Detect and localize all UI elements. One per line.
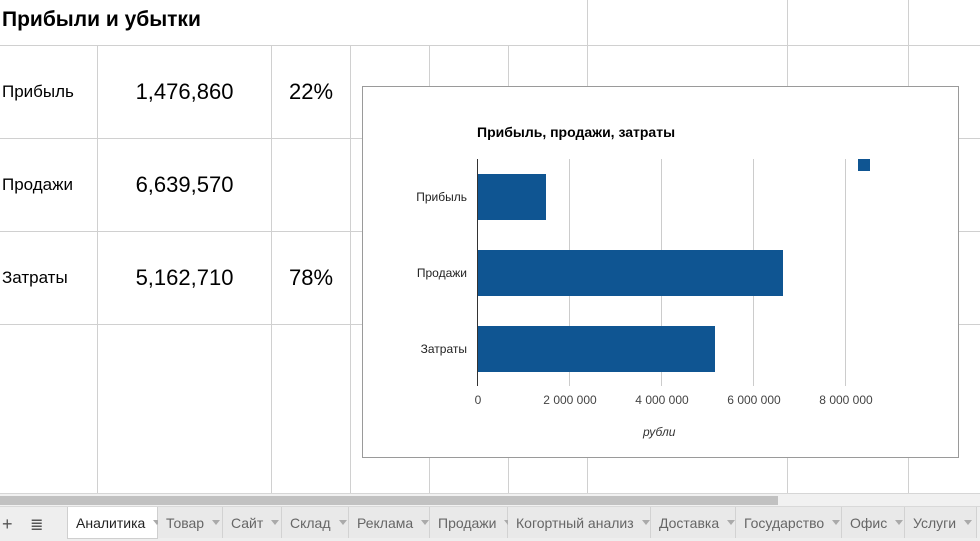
sheet-title[interactable]: Прибыли и убытки [2,8,201,31]
tab-site[interactable]: Сайт [223,507,282,538]
x-tick-label: 8 000 000 [819,393,873,407]
tab-label: Когортный анализ [516,514,634,531]
bar-profit[interactable] [478,174,546,220]
tab-label: Склад [290,514,331,531]
sheet-tab-bar: + ≣ Аналитика Товар Сайт Склад Реклама П… [0,506,980,541]
chevron-down-icon[interactable] [271,520,280,525]
x-axis-label: рубли [643,425,676,439]
tab-product[interactable]: Товар [158,507,223,538]
grid-line [97,45,98,493]
grid-line [271,45,272,493]
chevron-down-icon[interactable] [421,520,430,525]
add-sheet-button[interactable]: + [2,514,13,534]
tab-delivery[interactable]: Доставка [651,507,736,538]
row-value-costs[interactable]: 5,162,710 [135,265,234,290]
chart-title: Прибыль, продажи, затраты [477,124,676,140]
horizontal-scrollbar[interactable] [0,493,980,507]
bar-chart[interactable]: Прибыль, продажи, затраты Прибыль Продаж… [362,86,959,458]
scrollbar-thumb[interactable] [0,496,778,505]
x-tick-label: 4 000 000 [635,393,689,407]
bar-sales[interactable] [478,250,783,296]
chevron-down-icon[interactable] [964,520,973,525]
category-label: Продажи [416,266,467,280]
chevron-down-icon[interactable] [153,520,162,525]
row-percent-costs[interactable]: 78% [288,265,334,290]
chevron-down-icon[interactable] [895,520,904,525]
grid-line [0,45,980,46]
tab-cohort-analysis[interactable]: Когортный анализ [508,507,651,538]
tab-label: Государство [744,514,825,531]
tab-services[interactable]: Услуги [905,507,977,538]
all-sheets-menu-icon[interactable]: ≣ [30,517,44,534]
tab-office[interactable]: Офис [842,507,905,538]
chevron-down-icon[interactable] [727,520,736,525]
tab-label: Товар [166,514,205,531]
bar-costs[interactable] [478,326,715,372]
chart-axis [477,159,478,386]
grid-line [350,45,351,493]
x-tick-label: 6 000 000 [727,393,781,407]
tab-warehouse[interactable]: Склад [282,507,349,538]
x-tick-label: 2 000 000 [543,393,597,407]
tab-label: Офис [850,514,888,531]
tab-advertising[interactable]: Реклама [349,507,430,538]
tab-analytics[interactable]: Аналитика [67,507,162,539]
chevron-down-icon[interactable] [641,520,650,525]
tab-label: Продажи [438,514,497,531]
chart-gridline [845,159,846,386]
legend-swatch-icon [858,159,870,171]
tab-label: Сайт [231,514,264,531]
category-label: Прибыль [416,190,467,204]
row-label-sales[interactable]: Продажи [2,175,73,194]
row-percent-profit[interactable]: 22% [288,79,334,104]
tab-sales[interactable]: Продажи [430,507,513,538]
chevron-down-icon[interactable] [832,520,841,525]
row-label-profit[interactable]: Прибыль [2,82,74,101]
chevron-down-icon[interactable] [338,520,347,525]
tab-label: Доставка [659,514,720,531]
category-label: Затраты [420,342,467,356]
row-value-profit[interactable]: 1,476,860 [135,79,234,104]
chevron-down-icon[interactable] [212,520,221,525]
row-percent-sales[interactable] [272,139,350,231]
row-label-costs[interactable]: Затраты [2,268,68,287]
tab-label: Аналитика [76,514,146,531]
x-tick-label: 0 [474,393,482,407]
tab-government[interactable]: Государство [736,507,842,538]
tab-label: Реклама [357,514,414,531]
tab-label: Услуги [913,514,957,531]
row-value-sales[interactable]: 6,639,570 [135,172,234,197]
